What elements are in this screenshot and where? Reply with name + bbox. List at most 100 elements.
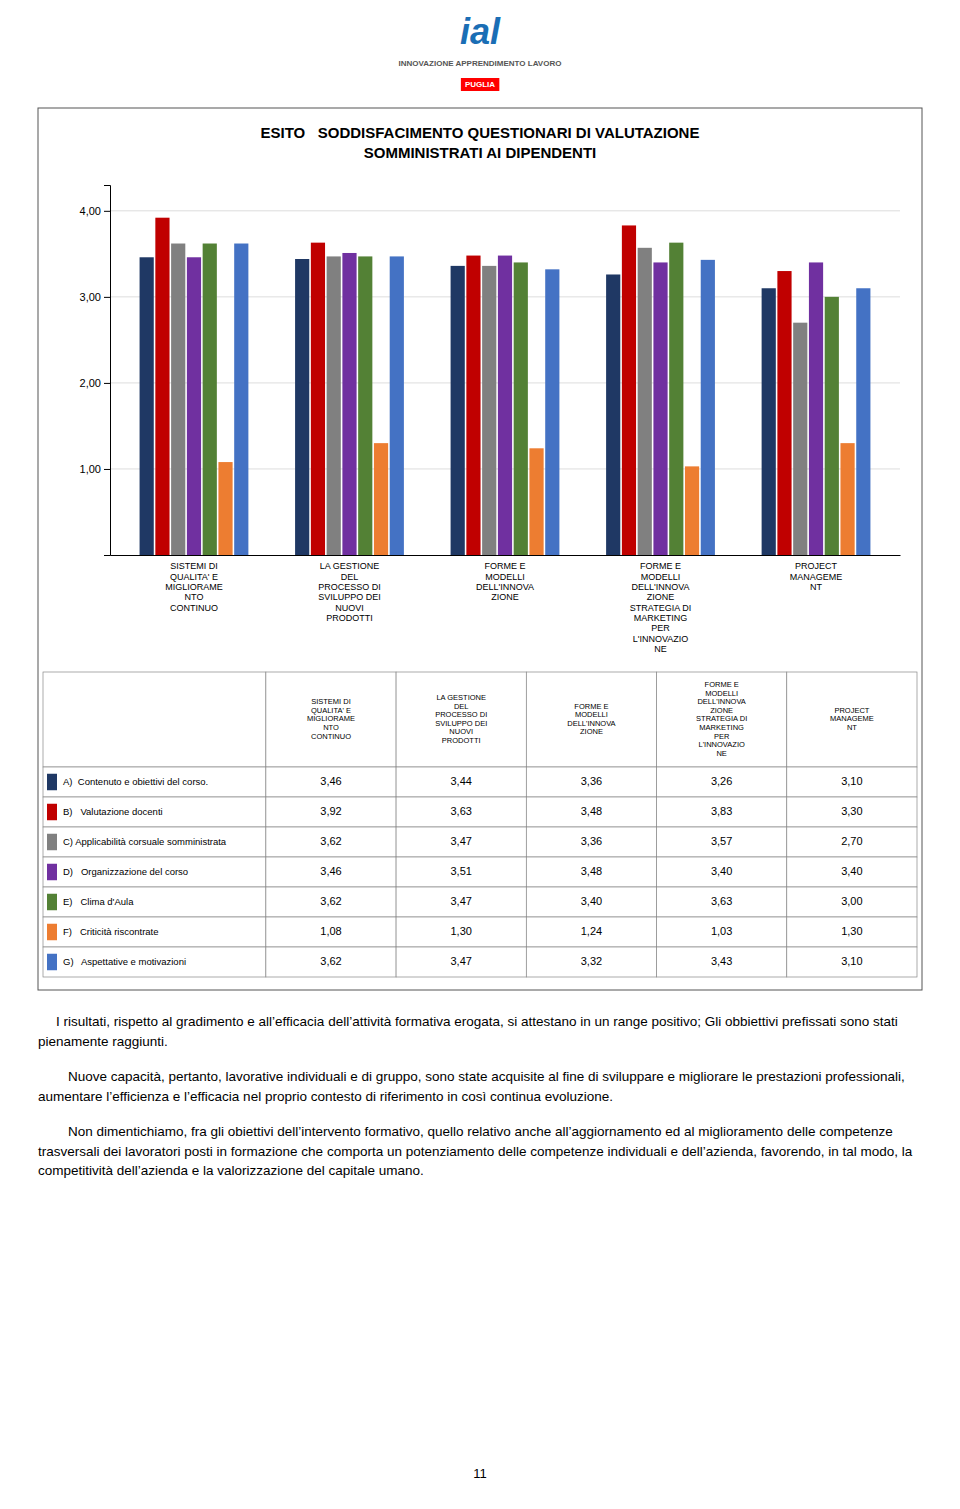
bar (451, 266, 465, 555)
x-tick-label-line: PER (651, 623, 670, 633)
chart-title: ESITO SODDISFACIMENTO QUESTIONARI DI VAL… (261, 124, 700, 161)
bar-series (218, 443, 854, 555)
table-value: 3,44 (450, 775, 471, 787)
legend-swatch (47, 924, 57, 941)
legend-swatch (47, 894, 57, 911)
x-tick-label: FORME EMODELLIDELL'INNOVAZIONESTRATEGIA … (630, 561, 691, 654)
table-value: 3,43 (711, 955, 732, 967)
x-tick: FORME EMODELLIDELL'INNOVAZIONESTRATEGIA … (630, 555, 691, 654)
y-tick: 3,00 (80, 291, 110, 303)
table-value: 3,40 (841, 865, 862, 877)
table-row-label: F) Criticità riscontrate (63, 926, 159, 937)
paragraph: Nuove capacità, pertanto, lavorative ind… (38, 1067, 922, 1106)
bar (809, 262, 823, 555)
y-tick-mark (104, 469, 110, 470)
x-tick-label-line: NUOVI (335, 603, 364, 613)
bar (374, 443, 388, 555)
table-header-line: NE (716, 749, 726, 758)
legend-swatch (47, 954, 57, 971)
x-tick-label-line: NTO (185, 592, 204, 602)
table-cell (396, 887, 526, 917)
table-value: 3,40 (581, 895, 602, 907)
x-tick-label: SISTEMI DIQUALITA' EMIGLIORAMENTOCONTINU… (165, 561, 223, 612)
table-cell (43, 917, 266, 947)
bar (295, 259, 309, 555)
page: ialINNOVAZIONE APPRENDIMENTO LAVOROPUGLI… (0, 0, 960, 1509)
table-value: 3,92 (320, 805, 341, 817)
table-header: PROJECTMANAGEMENT (830, 706, 874, 732)
table-cell (396, 672, 526, 767)
bar-series (171, 244, 807, 555)
table-cell (657, 797, 787, 827)
bar (482, 266, 496, 555)
table-cell (43, 767, 266, 797)
table-value: 1,24 (581, 925, 602, 937)
bar-series (155, 218, 791, 555)
table-value: 1,30 (450, 925, 471, 937)
table-value: 1,30 (841, 925, 862, 937)
x-tick-label: FORME EMODELLIDELL'INNOVAZIONE (476, 561, 534, 602)
chart-title-line: SOMMINISTRATI AI DIPENDENTI (364, 144, 597, 161)
x-tick-label-line: NT (810, 582, 822, 592)
bar (777, 271, 791, 555)
table-value: 3,36 (581, 835, 602, 847)
page-number: 11 (473, 1466, 487, 1481)
table-cell (526, 827, 656, 857)
table-row-label: D) Organizzazione del corso (63, 866, 188, 877)
x-tick-label-line: DELL'INNOVA (476, 582, 534, 592)
table-header-line: PRODOTTI (442, 736, 481, 745)
x-tick: SISTEMI DIQUALITA' EMIGLIORAMENTOCONTINU… (165, 555, 223, 613)
x-tick-label-line: SISTEMI DI (170, 561, 218, 571)
table-cell (657, 887, 787, 917)
table-cell (396, 947, 526, 977)
bar (187, 257, 201, 555)
table-cell (396, 767, 526, 797)
frame (38, 108, 922, 990)
bar (234, 244, 248, 555)
bar (140, 257, 154, 555)
x-tick-label-line: PRODOTTI (326, 613, 373, 623)
x-tick-label-line: QUALITA' E (170, 572, 218, 582)
bars (140, 218, 871, 555)
table-value: 3,47 (450, 835, 471, 847)
table-cell (266, 767, 396, 797)
table-cell (657, 827, 787, 857)
chart: 1,002,003,004,00SISTEMI DIQUALITA' EMIGL… (80, 186, 901, 655)
table-cell (43, 887, 266, 917)
bar (203, 244, 217, 555)
table-cell (266, 797, 396, 827)
bar (762, 288, 776, 555)
table-value: 3,10 (841, 775, 862, 787)
legend-swatch (47, 864, 57, 881)
x-tick-label-line: NE (654, 644, 667, 654)
bar (498, 256, 512, 555)
table-cell (266, 887, 396, 917)
table-row-label: E) Clima d'Aula (63, 896, 134, 907)
paragraph: Non dimentichiamo, fra gli obiettivi del… (38, 1122, 922, 1181)
table-cell (526, 857, 656, 887)
x-tick-label-line: CONTINUO (170, 603, 218, 613)
x-tick-label-line: PROCESSO DI (318, 582, 381, 592)
x-tick-label-line: MODELLI (485, 572, 525, 582)
x-tick-label-line: SVILUPPO DEI (318, 592, 381, 602)
table-header: FORME EMODELLIDELL'INNOVAZIONE (567, 702, 615, 737)
bar (856, 288, 870, 555)
bar (514, 262, 528, 555)
table-value: 3,40 (711, 865, 732, 877)
x-tick-label-line: DEL (341, 572, 359, 582)
bar (155, 218, 169, 555)
table-value: 3,47 (450, 955, 471, 967)
logo-name: ial (460, 11, 501, 52)
table-cell (43, 857, 266, 887)
bar (327, 256, 341, 555)
y-tick-label: 4,00 (80, 205, 101, 217)
bar (545, 269, 559, 555)
y-axis: 1,002,003,004,00 (80, 186, 111, 556)
bar (685, 466, 699, 555)
x-tick-label-line: DELL'INNOVA (631, 582, 689, 592)
x-tick-label-line: ZIONE (491, 592, 519, 602)
x-tick-label-line: MIGLIORAME (165, 582, 223, 592)
table-value: 3,46 (320, 865, 341, 877)
table-header-line: CONTINUO (311, 732, 351, 741)
bar-series (234, 244, 870, 555)
